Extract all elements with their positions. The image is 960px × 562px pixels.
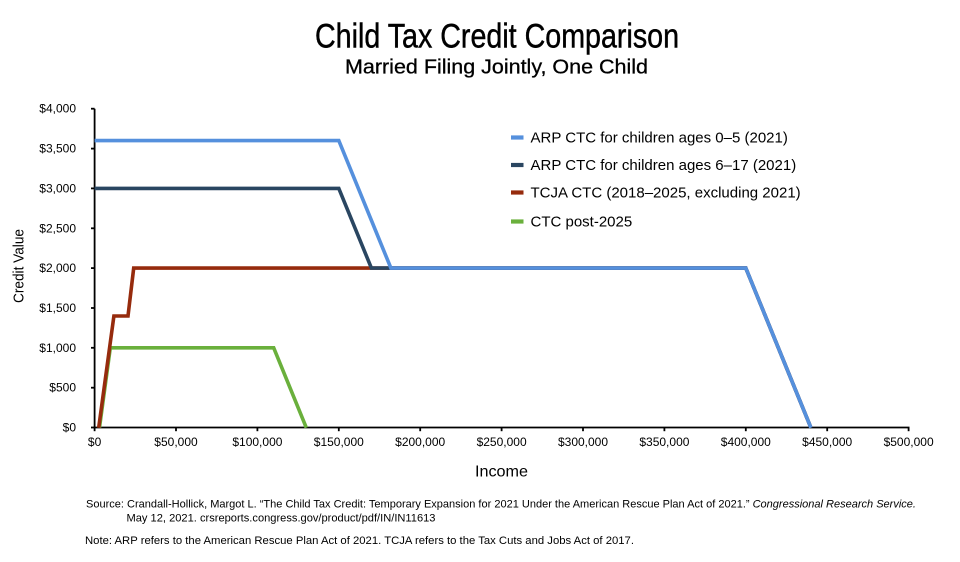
svg-text:TCJA CTC (2018–2025, excluding: TCJA CTC (2018–2025, excluding 2021) (531, 185, 801, 202)
svg-text:$2,000: $2,000 (39, 261, 76, 275)
svg-text:$350,000: $350,000 (639, 435, 689, 449)
svg-text:Income: Income (475, 464, 528, 481)
svg-text:Credit Value: Credit Value (11, 229, 28, 303)
svg-text:ARP CTC for children ages 6–17: ARP CTC for children ages 6–17 (2021) (531, 157, 797, 174)
svg-text:$3,000: $3,000 (39, 181, 76, 195)
svg-text:$4,000: $4,000 (39, 102, 76, 116)
svg-text:$50,000: $50,000 (154, 435, 198, 449)
svg-text:$500,000: $500,000 (884, 435, 934, 449)
svg-text:$300,000: $300,000 (558, 435, 608, 449)
svg-text:$0: $0 (63, 421, 77, 435)
svg-text:$200,000: $200,000 (395, 435, 445, 449)
svg-text:$0: $0 (88, 435, 102, 449)
svg-text:CTC post-2025: CTC post-2025 (531, 214, 633, 231)
svg-text:$250,000: $250,000 (477, 435, 527, 449)
svg-text:$1,000: $1,000 (39, 341, 76, 355)
svg-text:$400,000: $400,000 (721, 435, 771, 449)
svg-text:$450,000: $450,000 (802, 435, 852, 449)
svg-text:$150,000: $150,000 (314, 435, 364, 449)
svg-text:$100,000: $100,000 (232, 435, 282, 449)
svg-text:Note: ARP refers to the Americ: Note: ARP refers to the American Rescue … (85, 535, 634, 547)
svg-text:Source: Crandall-Hollick, Marg: Source: Crandall-Hollick, Margot L. “The… (86, 499, 916, 511)
svg-text:ARP CTC for children ages 0–5: ARP CTC for children ages 0–5 (2021) (531, 130, 788, 147)
svg-text:May 12, 2021. crsreports.congr: May 12, 2021. crsreports.congress.gov/pr… (127, 513, 436, 525)
svg-text:$1,500: $1,500 (39, 301, 76, 315)
svg-text:$500: $500 (49, 381, 76, 395)
svg-text:$2,500: $2,500 (39, 221, 76, 235)
svg-text:Married Filing Jointly, One Ch: Married Filing Jointly, One Child (345, 56, 648, 79)
svg-text:Child Tax Credit Comparison: Child Tax Credit Comparison (315, 18, 679, 56)
svg-text:$3,500: $3,500 (39, 142, 76, 156)
